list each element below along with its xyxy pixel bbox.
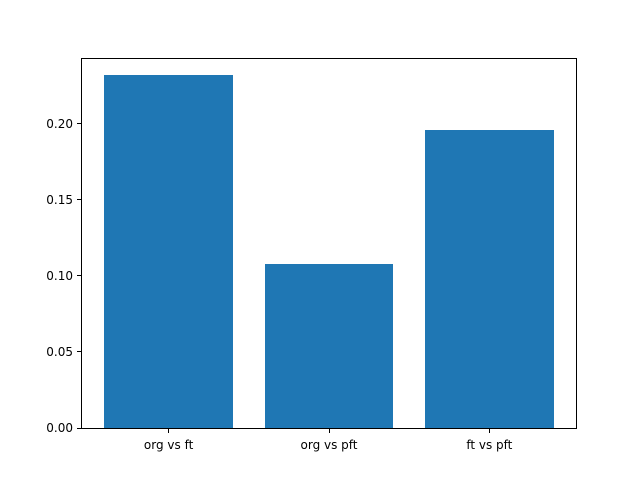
y-tick-label: 0.00 <box>46 421 73 435</box>
y-tick-label: 0.15 <box>46 192 73 207</box>
x-tick-label: org vs pft <box>300 438 358 452</box>
x-tick-label: ft vs pft <box>466 438 513 452</box>
x-tick-label: org vs ft <box>143 438 194 452</box>
y-tick-mark <box>77 123 81 125</box>
bar-org-vs-pft <box>264 263 394 428</box>
plot-area: 0.00 0.05 0.10 0.15 0.20 org vs ft org vs pft f… <box>46 58 577 452</box>
x-tick-mark <box>328 429 330 433</box>
x-tick-mark <box>168 429 170 433</box>
y-tick-mark <box>77 275 81 277</box>
y-tick-mark <box>77 199 81 201</box>
y-tick-mark <box>77 351 81 353</box>
y-tick-mark <box>77 427 81 429</box>
y-tick-label: 0.05 <box>46 344 73 359</box>
x-tick-mark <box>488 429 490 433</box>
bar-ft-vs-pft <box>425 129 554 428</box>
bar-org-vs-ft <box>104 74 233 428</box>
y-tick-label: 0.20 <box>46 116 73 131</box>
y-tick-label: 0.10 <box>46 268 73 283</box>
